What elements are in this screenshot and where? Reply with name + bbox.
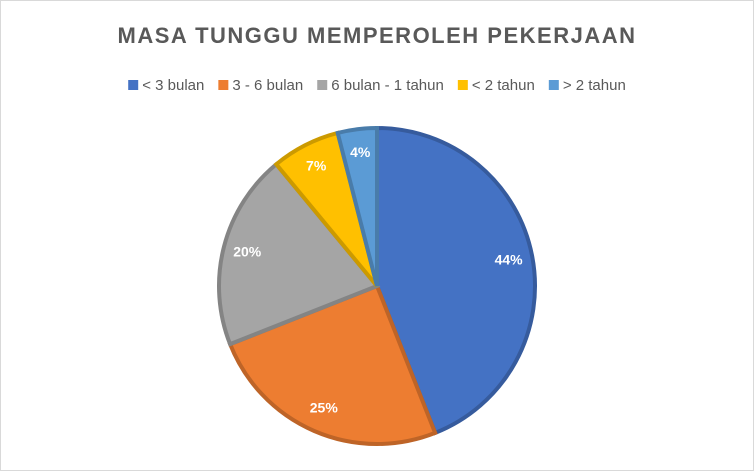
pie-slice [375, 125, 537, 436]
legend: < 3 bulan 3 - 6 bulan 6 bulan - 1 tahun < 2… [128, 77, 626, 94]
legend-label: < 2 tahun [472, 77, 535, 94]
legend-label: < 3 bulan [142, 77, 204, 94]
legend-swatch [457, 80, 468, 90]
legend-label: > 2 tahun [563, 77, 626, 94]
legend-label: 3 - 6 bulan [232, 77, 303, 94]
pie-slice [217, 161, 381, 347]
chart-title: MASA TUNGGU MEMPEROLEH PEKERJAAN [118, 23, 637, 48]
data-label: 25% [310, 400, 339, 416]
data-label: 44% [495, 252, 524, 268]
legend-label: 6 bulan - 1 tahun [331, 77, 444, 94]
pie-slice [335, 125, 379, 287]
legend-swatch [317, 80, 328, 90]
data-label: 4% [350, 144, 371, 160]
data-label: 20% [233, 243, 262, 259]
legend-swatch [128, 80, 139, 90]
data-label: 7% [306, 157, 327, 173]
legend-swatch [548, 80, 559, 90]
legend-swatch [218, 80, 229, 90]
